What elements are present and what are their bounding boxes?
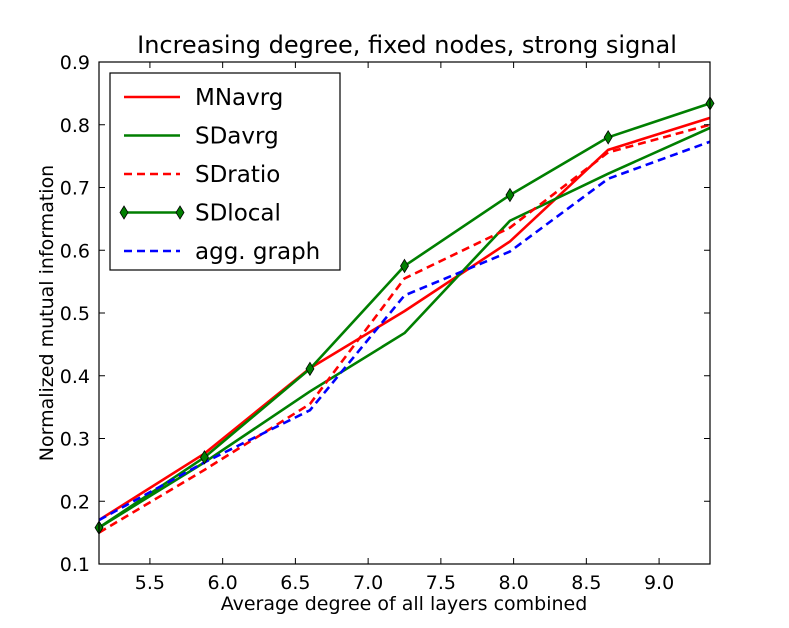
legend-label-agg-graph: agg. graph <box>195 239 320 265</box>
y-tick-label: 0.4 <box>60 366 90 388</box>
x-tick-label: 9.0 <box>644 572 674 594</box>
x-tick-label: 5.5 <box>135 572 165 594</box>
legend-marker-sdlocal <box>119 205 129 220</box>
x-tick-label: 7.5 <box>426 572 456 594</box>
y-tick-label: 0.3 <box>60 429 90 451</box>
y-tick-label: 0.1 <box>60 554 90 576</box>
y-tick-label: 0.2 <box>60 491 90 513</box>
legend-label-mnavrg: MNavrg <box>195 85 283 111</box>
legend-box <box>109 72 341 271</box>
y-tick-label: 0.9 <box>60 52 90 74</box>
x-tick-label: 7.0 <box>353 572 383 594</box>
x-tick-label: 8.5 <box>571 572 601 594</box>
y-tick-label: 0.8 <box>60 115 90 137</box>
legend-label-sdlocal: SDlocal <box>195 201 281 227</box>
series-line-sdratio <box>99 123 710 534</box>
legend-label-sdratio: SDratio <box>195 162 280 188</box>
x-tick-label: 8.0 <box>498 572 528 594</box>
legend-marker-sdlocal <box>175 205 185 220</box>
data-point-sdlocal <box>305 361 315 377</box>
legend-label-sdavrg: SDavrg <box>195 124 279 150</box>
x-axis-label: Average degree of all layers combined <box>221 593 588 615</box>
x-tick-label: 6.5 <box>280 572 310 594</box>
data-point-sdlocal <box>603 130 613 145</box>
data-point-sdlocal <box>200 450 209 465</box>
data-point-sdlocal <box>505 187 515 203</box>
y-tick-label: 0.7 <box>60 178 90 200</box>
legend: MNavrg SDavrg SDratio SDlocal agg. graph <box>109 72 341 271</box>
ticks-layer: 5.5 6.0 6.5 7.0 7.5 8.0 8.5 9.0 0.1 0.2 0.3 0.4 0.5 0… <box>60 52 710 594</box>
y-tick-label: 0.6 <box>60 240 90 262</box>
series-layer <box>94 96 715 535</box>
data-point-sdlocal <box>400 258 409 274</box>
chart-title: Increasing degree, fixed nodes, strong s… <box>137 31 677 59</box>
x-tick-label: 6.0 <box>208 572 238 594</box>
y-axis-label: Normalized mutual information <box>36 165 58 461</box>
y-tick-label: 0.5 <box>60 303 90 325</box>
